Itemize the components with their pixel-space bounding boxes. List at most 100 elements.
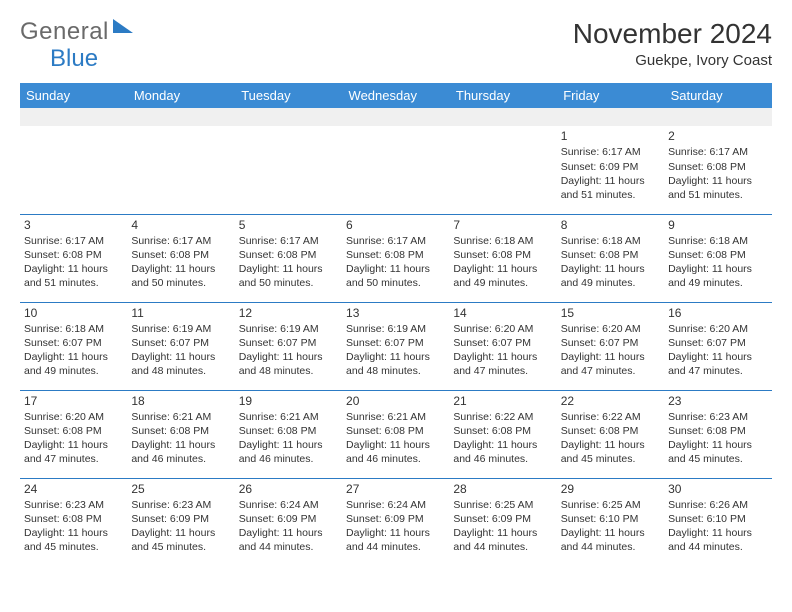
calendar-cell: 18Sunrise: 6:21 AMSunset: 6:08 PMDayligh…: [127, 390, 234, 478]
calendar-cell: 15Sunrise: 6:20 AMSunset: 6:07 PMDayligh…: [557, 302, 664, 390]
weekday-header: Saturday: [664, 83, 771, 108]
weekday-header: Sunday: [20, 83, 127, 108]
sunset-text: Sunset: 6:08 PM: [239, 424, 338, 438]
sunset-text: Sunset: 6:08 PM: [453, 424, 552, 438]
daylight-text: Daylight: 11 hours and 44 minutes.: [561, 526, 660, 554]
day-number: 14: [453, 305, 552, 321]
calendar-row: 1Sunrise: 6:17 AMSunset: 6:09 PMDaylight…: [20, 126, 772, 214]
calendar-cell: 1Sunrise: 6:17 AMSunset: 6:09 PMDaylight…: [557, 126, 664, 214]
sunset-text: Sunset: 6:08 PM: [131, 248, 230, 262]
spacer-cell: [449, 108, 556, 126]
day-number: 28: [453, 481, 552, 497]
calendar-cell: 4Sunrise: 6:17 AMSunset: 6:08 PMDaylight…: [127, 214, 234, 302]
daylight-text: Daylight: 11 hours and 47 minutes.: [561, 350, 660, 378]
sunset-text: Sunset: 6:08 PM: [668, 248, 767, 262]
calendar-cell: 7Sunrise: 6:18 AMSunset: 6:08 PMDaylight…: [449, 214, 556, 302]
sunrise-text: Sunrise: 6:17 AM: [24, 234, 123, 248]
calendar-cell: [127, 126, 234, 214]
daylight-text: Daylight: 11 hours and 44 minutes.: [453, 526, 552, 554]
sunset-text: Sunset: 6:07 PM: [668, 336, 767, 350]
calendar-cell: 2Sunrise: 6:17 AMSunset: 6:08 PMDaylight…: [664, 126, 771, 214]
weekday-header: Thursday: [449, 83, 556, 108]
sunrise-text: Sunrise: 6:17 AM: [346, 234, 445, 248]
sunset-text: Sunset: 6:08 PM: [24, 512, 123, 526]
day-number: 1: [561, 128, 660, 144]
sunrise-text: Sunrise: 6:18 AM: [561, 234, 660, 248]
sunrise-text: Sunrise: 6:17 AM: [239, 234, 338, 248]
sunset-text: Sunset: 6:09 PM: [346, 512, 445, 526]
sunrise-text: Sunrise: 6:24 AM: [346, 498, 445, 512]
day-number: 18: [131, 393, 230, 409]
spacer-cell: [664, 108, 771, 126]
day-number: 11: [131, 305, 230, 321]
calendar-table: SundayMondayTuesdayWednesdayThursdayFrid…: [20, 83, 772, 566]
sunset-text: Sunset: 6:08 PM: [561, 248, 660, 262]
sunset-text: Sunset: 6:07 PM: [561, 336, 660, 350]
calendar-cell: 13Sunrise: 6:19 AMSunset: 6:07 PMDayligh…: [342, 302, 449, 390]
sunrise-text: Sunrise: 6:18 AM: [24, 322, 123, 336]
daylight-text: Daylight: 11 hours and 47 minutes.: [668, 350, 767, 378]
sunrise-text: Sunrise: 6:20 AM: [668, 322, 767, 336]
calendar-cell: 24Sunrise: 6:23 AMSunset: 6:08 PMDayligh…: [20, 478, 127, 566]
sunset-text: Sunset: 6:09 PM: [453, 512, 552, 526]
sunset-text: Sunset: 6:07 PM: [239, 336, 338, 350]
sunrise-text: Sunrise: 6:20 AM: [24, 410, 123, 424]
spacer-cell: [342, 108, 449, 126]
sunset-text: Sunset: 6:08 PM: [668, 424, 767, 438]
day-number: 20: [346, 393, 445, 409]
daylight-text: Daylight: 11 hours and 44 minutes.: [239, 526, 338, 554]
spacer-row: [20, 108, 772, 126]
sunrise-text: Sunrise: 6:24 AM: [239, 498, 338, 512]
sunset-text: Sunset: 6:08 PM: [453, 248, 552, 262]
day-number: 2: [668, 128, 767, 144]
calendar-cell: 11Sunrise: 6:19 AMSunset: 6:07 PMDayligh…: [127, 302, 234, 390]
weekday-header-row: SundayMondayTuesdayWednesdayThursdayFrid…: [20, 83, 772, 108]
daylight-text: Daylight: 11 hours and 47 minutes.: [453, 350, 552, 378]
calendar-row: 24Sunrise: 6:23 AMSunset: 6:08 PMDayligh…: [20, 478, 772, 566]
daylight-text: Daylight: 11 hours and 48 minutes.: [239, 350, 338, 378]
calendar-cell: 27Sunrise: 6:24 AMSunset: 6:09 PMDayligh…: [342, 478, 449, 566]
daylight-text: Daylight: 11 hours and 50 minutes.: [346, 262, 445, 290]
calendar-cell: 17Sunrise: 6:20 AMSunset: 6:08 PMDayligh…: [20, 390, 127, 478]
day-number: 27: [346, 481, 445, 497]
daylight-text: Daylight: 11 hours and 48 minutes.: [131, 350, 230, 378]
day-number: 12: [239, 305, 338, 321]
weekday-header: Friday: [557, 83, 664, 108]
sunset-text: Sunset: 6:07 PM: [24, 336, 123, 350]
day-number: 6: [346, 217, 445, 233]
calendar-cell: 6Sunrise: 6:17 AMSunset: 6:08 PMDaylight…: [342, 214, 449, 302]
sunrise-text: Sunrise: 6:20 AM: [561, 322, 660, 336]
daylight-text: Daylight: 11 hours and 46 minutes.: [453, 438, 552, 466]
calendar-cell: 23Sunrise: 6:23 AMSunset: 6:08 PMDayligh…: [664, 390, 771, 478]
day-number: 29: [561, 481, 660, 497]
daylight-text: Daylight: 11 hours and 50 minutes.: [131, 262, 230, 290]
sunrise-text: Sunrise: 6:18 AM: [453, 234, 552, 248]
daylight-text: Daylight: 11 hours and 46 minutes.: [239, 438, 338, 466]
daylight-text: Daylight: 11 hours and 47 minutes.: [24, 438, 123, 466]
daylight-text: Daylight: 11 hours and 49 minutes.: [668, 262, 767, 290]
logo-text-blue: Blue: [50, 45, 98, 72]
calendar-cell: 22Sunrise: 6:22 AMSunset: 6:08 PMDayligh…: [557, 390, 664, 478]
day-number: 22: [561, 393, 660, 409]
day-number: 25: [131, 481, 230, 497]
calendar-cell: 16Sunrise: 6:20 AMSunset: 6:07 PMDayligh…: [664, 302, 771, 390]
daylight-text: Daylight: 11 hours and 44 minutes.: [346, 526, 445, 554]
calendar-row: 10Sunrise: 6:18 AMSunset: 6:07 PMDayligh…: [20, 302, 772, 390]
day-number: 13: [346, 305, 445, 321]
calendar-cell: 19Sunrise: 6:21 AMSunset: 6:08 PMDayligh…: [235, 390, 342, 478]
sunrise-text: Sunrise: 6:17 AM: [561, 145, 660, 159]
spacer-cell: [235, 108, 342, 126]
calendar-cell: 25Sunrise: 6:23 AMSunset: 6:09 PMDayligh…: [127, 478, 234, 566]
sunset-text: Sunset: 6:08 PM: [561, 424, 660, 438]
day-number: 16: [668, 305, 767, 321]
sunrise-text: Sunrise: 6:26 AM: [668, 498, 767, 512]
daylight-text: Daylight: 11 hours and 45 minutes.: [131, 526, 230, 554]
calendar-cell: 5Sunrise: 6:17 AMSunset: 6:08 PMDaylight…: [235, 214, 342, 302]
day-number: 5: [239, 217, 338, 233]
sunset-text: Sunset: 6:08 PM: [24, 424, 123, 438]
day-number: 3: [24, 217, 123, 233]
daylight-text: Daylight: 11 hours and 45 minutes.: [561, 438, 660, 466]
daylight-text: Daylight: 11 hours and 49 minutes.: [561, 262, 660, 290]
weekday-header: Monday: [127, 83, 234, 108]
calendar-cell: [342, 126, 449, 214]
